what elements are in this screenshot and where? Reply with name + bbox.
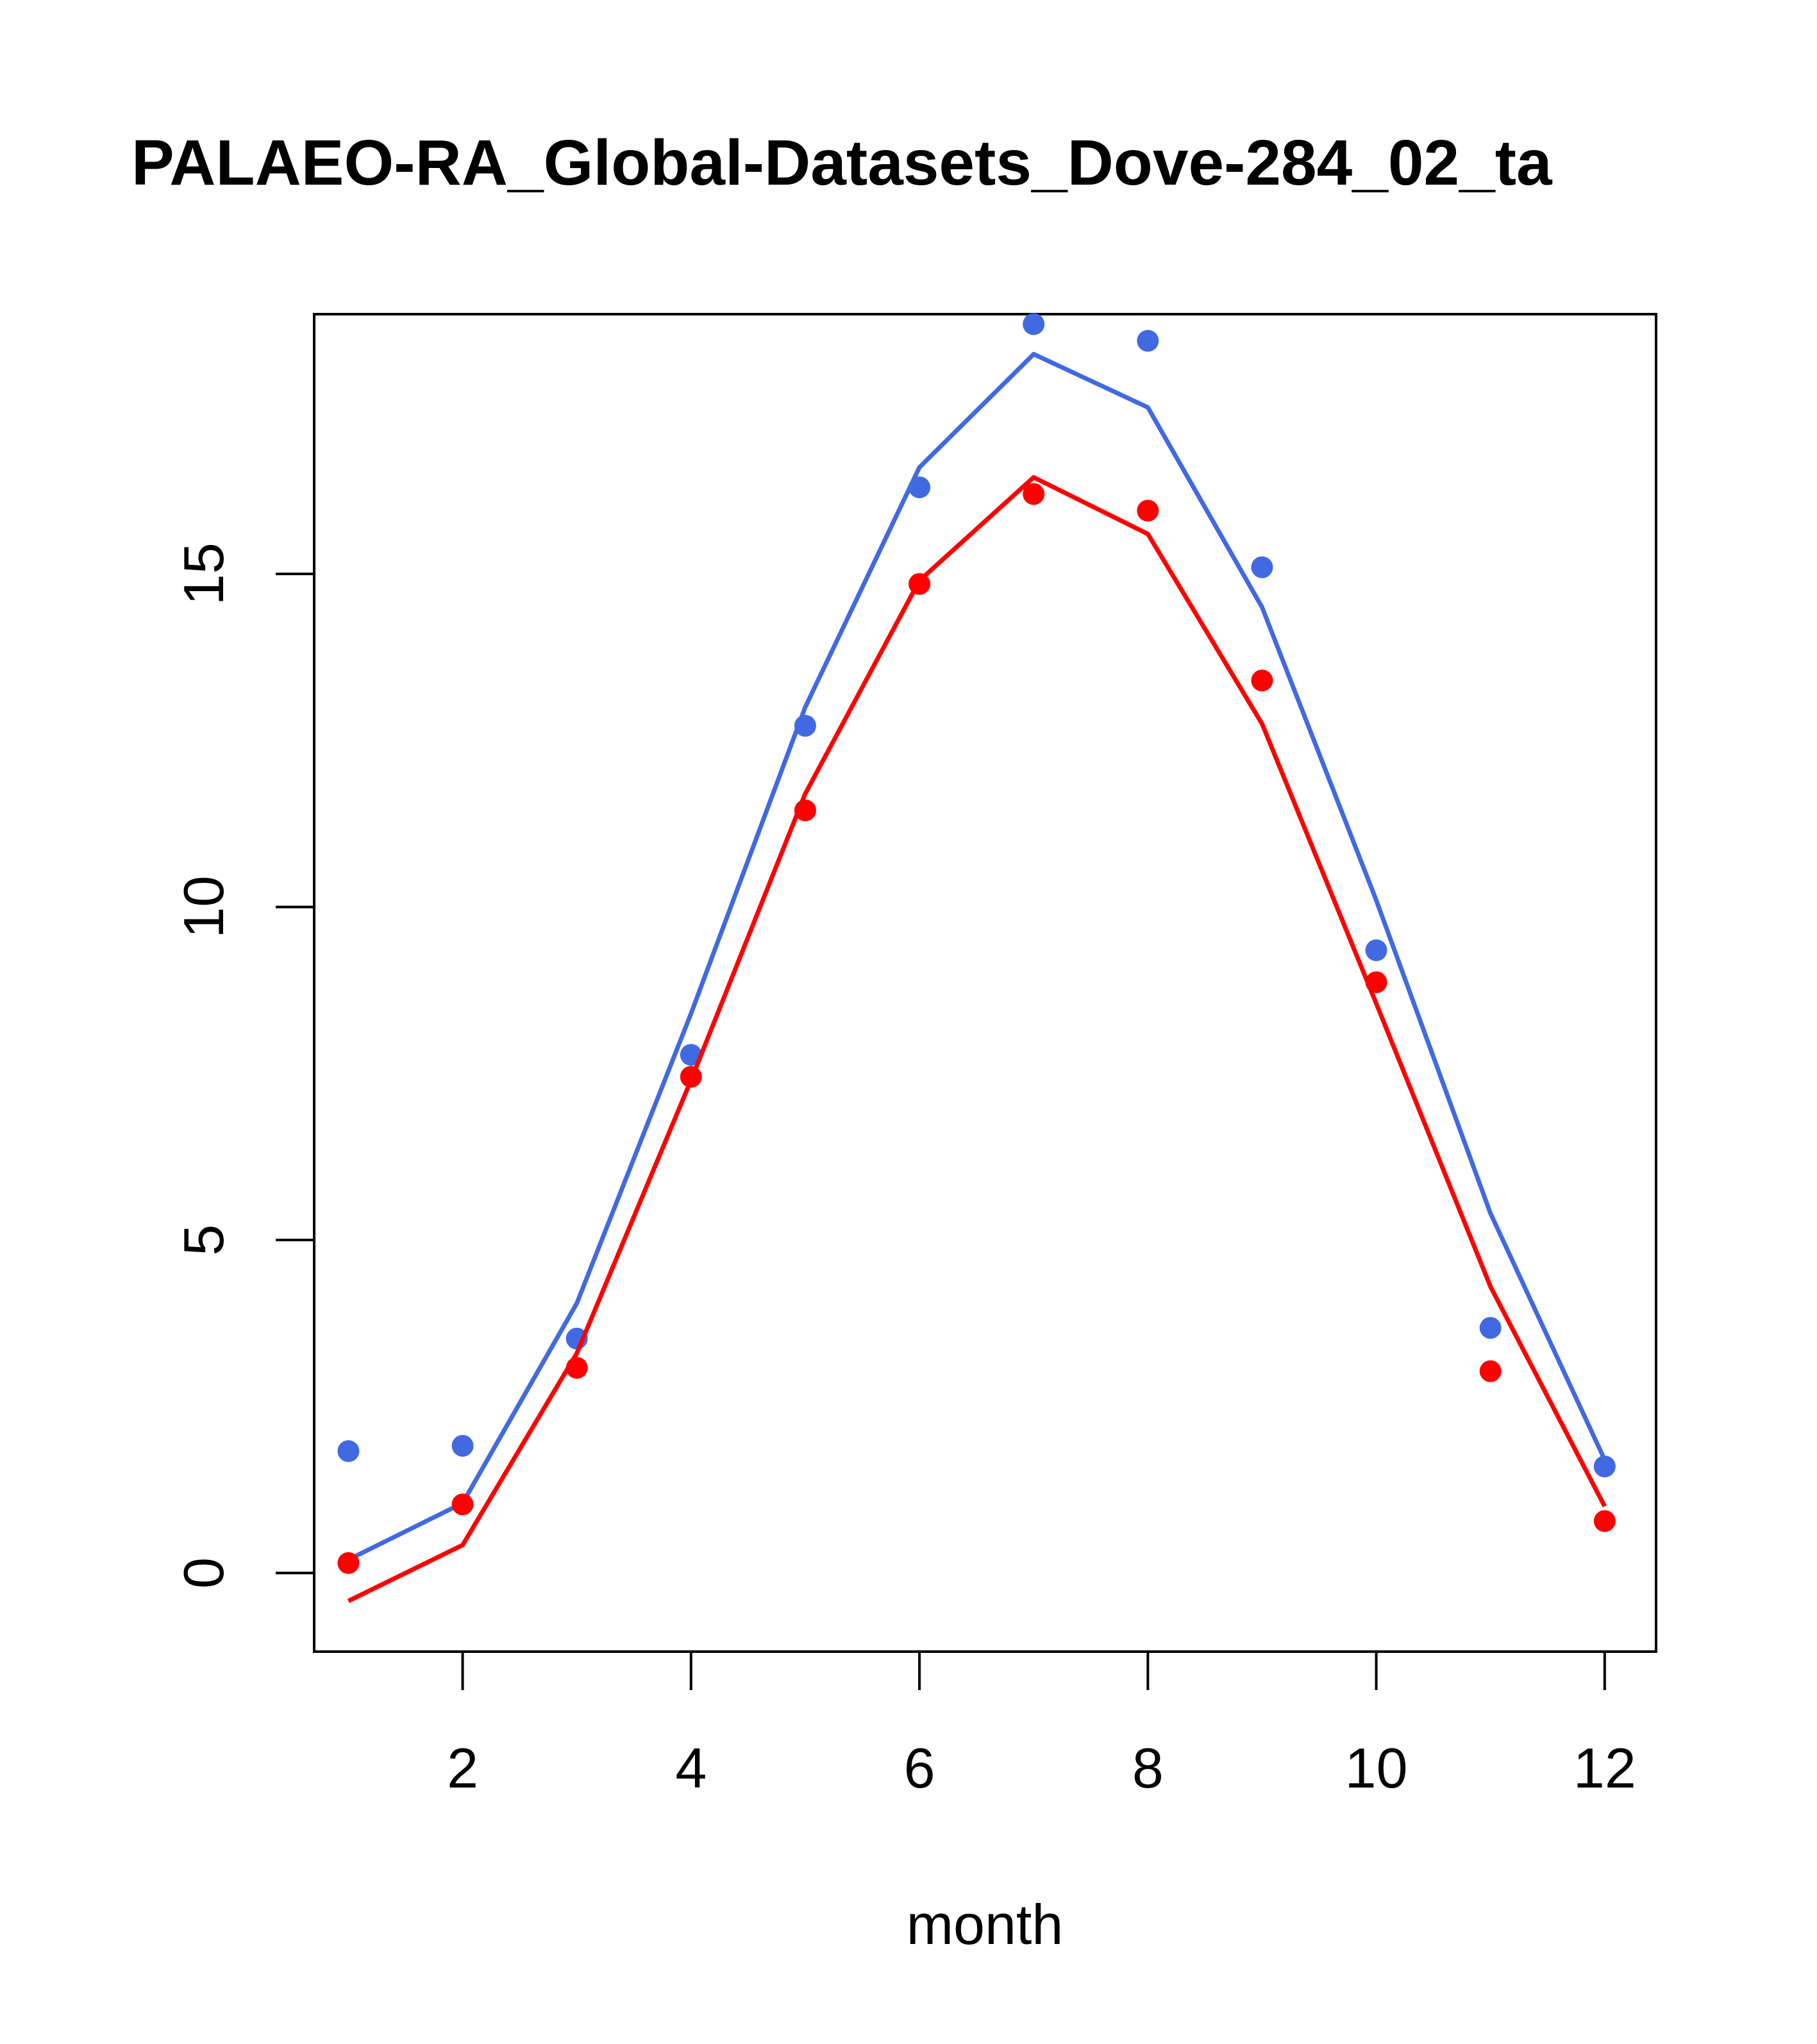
series-1-line [347,475,1607,1604]
series-0-point [1593,1455,1616,1478]
y-tick-label: 15 [172,542,235,605]
series-1-point [1365,971,1387,993]
series-1-point [680,1066,702,1088]
plot-frame [313,313,1657,1653]
x-axis-label: month [907,1893,1064,1956]
series-1-point [1137,499,1159,522]
y-tick-label: 10 [172,876,235,939]
x-tick-label: 2 [447,1736,478,1800]
series-1-point [565,1357,588,1379]
series-0-point [1137,330,1159,352]
series-0-point [1365,939,1387,962]
series-1-point [794,799,816,821]
series-1-point [1251,669,1273,692]
chart-title: PALAEO-RA_Global-Datasets_Dove-284_02_ta [131,127,1553,199]
series-0-point [337,1440,360,1462]
series-0-point [1479,1317,1502,1339]
series-0-line [347,351,1607,1562]
series-0-point [680,1044,702,1066]
series-1-point [1479,1360,1502,1382]
y-tick-label: 5 [172,1225,235,1256]
series-1-point [908,573,931,595]
y-axis: 0 5 10 15 [172,542,315,1589]
series-0-point [1251,556,1273,578]
series-0-point [1023,313,1045,335]
series-0-point [794,715,816,737]
series-1-point [1023,483,1045,505]
series-1-point [451,1493,474,1516]
x-tick-label: 6 [904,1736,935,1800]
series-0-point [908,476,931,499]
x-tick-label: 8 [1132,1736,1164,1800]
x-tick-label: 4 [675,1736,707,1800]
x-axis: 2 4 6 8 10 12 [447,1650,1636,1800]
series-1-point [1593,1510,1616,1532]
series-1-point [337,1552,360,1574]
x-tick-label: 12 [1573,1736,1636,1800]
x-tick-label: 10 [1345,1736,1408,1800]
y-tick-label: 0 [172,1557,235,1589]
series-layer [337,313,1616,1604]
series-0-point [451,1434,474,1457]
